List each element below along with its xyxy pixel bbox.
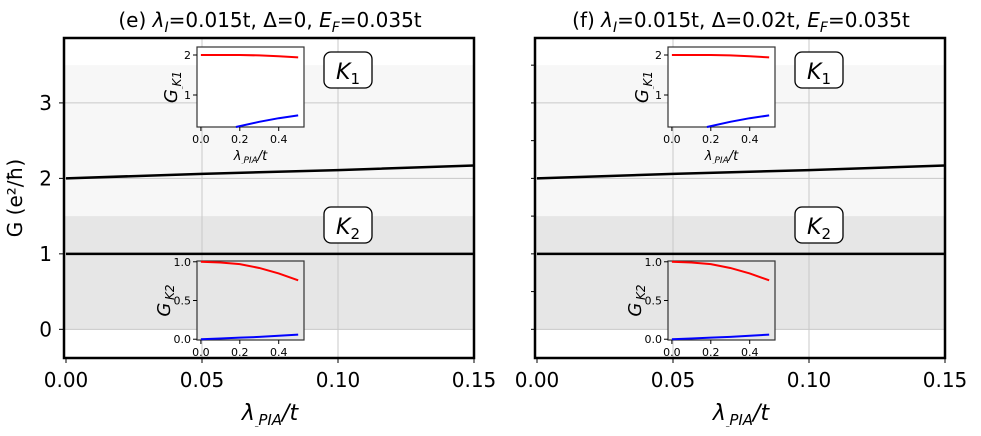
inset-x-tick-label: 0.2 bbox=[231, 133, 249, 146]
axes-frame bbox=[62, 36, 476, 360]
y-tick-label: 3 bbox=[39, 91, 52, 115]
inset-y-label: G_K1 bbox=[161, 71, 184, 103]
y-tick-label: 2 bbox=[39, 166, 52, 190]
inset-y-tick-label: 1.0 bbox=[645, 256, 663, 269]
series-line-k1-k2 bbox=[536, 164, 946, 180]
inset-y-tick-label: 0.5 bbox=[645, 295, 663, 308]
valley-label-k2: K2 bbox=[807, 215, 831, 243]
axes-frame bbox=[533, 36, 947, 360]
inset-1: 0.0 0.2 0.4 1 2G_K1 λ_PIA/t bbox=[161, 46, 305, 166]
inset-y-tick-label: 0.5 bbox=[174, 295, 192, 308]
y-tick-label: 0 bbox=[39, 317, 52, 341]
inset-y-tick-label: 1 bbox=[655, 89, 662, 102]
x-tick-label: 0.00 bbox=[515, 368, 560, 392]
panel-title: (f) λI=0.015t, Δ=0.02t, EF=0.035t bbox=[572, 8, 910, 36]
inset-frame bbox=[667, 46, 776, 128]
valley-label-box-k2 bbox=[794, 206, 844, 244]
inset-y-label: G_K2 bbox=[154, 284, 177, 316]
inset-y-tick-label: 1.0 bbox=[174, 256, 192, 269]
x-tick-label: 0.05 bbox=[651, 368, 696, 392]
x-tick-label: 0.00 bbox=[44, 368, 89, 392]
inset-x-tick-label: 0.0 bbox=[192, 346, 210, 359]
inset-y-tick-label: 2 bbox=[184, 49, 191, 62]
panel-title: (e) λI=0.015t, Δ=0, EF=0.035t bbox=[118, 8, 421, 36]
inset-2: 0.0 0.2 0.4 0.0 0.5 1.0 G_K2 bbox=[154, 256, 305, 359]
inset-frame bbox=[196, 46, 305, 128]
x-tick-label: 0.05 bbox=[180, 368, 225, 392]
x-tick-label: 0.10 bbox=[316, 368, 361, 392]
inset-line-blue bbox=[200, 333, 299, 341]
inset-frame bbox=[667, 260, 776, 341]
x-tick-label: 0.10 bbox=[787, 368, 832, 392]
valley-label-box-k1 bbox=[794, 51, 844, 89]
inset-x-tick-label: 0.4 bbox=[270, 133, 288, 146]
inset-line-red bbox=[200, 54, 299, 59]
panel-f: 0.00 0.05 0.10 0.15 (f) λI=0.015t, Δ=0.02t, … bbox=[515, 8, 968, 429]
inset-x-label: λ_PIA/t bbox=[704, 149, 739, 166]
x-axis-label: λ_PIA/t bbox=[241, 401, 300, 429]
inset-2: 0.0 0.2 0.4 0.0 0.5 1.0 G_K2 bbox=[625, 256, 776, 359]
inset-x-tick-label: 0.0 bbox=[663, 346, 681, 359]
inset-x-label: λ_PIA/t bbox=[233, 149, 268, 166]
inset-line-blue bbox=[235, 114, 299, 128]
x-axis-label: λ_PIA/t bbox=[712, 401, 771, 429]
inset-y-tick-label: 2 bbox=[655, 49, 662, 62]
inset-x-tick-label: 0.2 bbox=[702, 133, 720, 146]
inset-x-tick-label: 0.4 bbox=[270, 346, 288, 359]
inset-x-tick-label: 0.0 bbox=[192, 133, 210, 146]
valley-label-k1: K1 bbox=[336, 60, 360, 88]
valley-label-box-k1 bbox=[323, 51, 373, 89]
inset-y-tick-label: 0.0 bbox=[174, 333, 192, 346]
inset-line-red bbox=[671, 54, 770, 59]
inset-x-tick-label: 0.4 bbox=[741, 133, 759, 146]
inset-line-blue bbox=[706, 114, 770, 128]
y-axis-label: G (e²/ħ) bbox=[3, 159, 27, 237]
valley-label-k2: K2 bbox=[336, 215, 360, 243]
x-tick-label: 0.15 bbox=[452, 368, 497, 392]
inset-y-label: G_K2 bbox=[625, 284, 648, 316]
inset-line-blue bbox=[671, 333, 770, 341]
y-tick-label: 1 bbox=[39, 242, 52, 266]
inset-x-tick-label: 0.2 bbox=[231, 346, 249, 359]
inset-y-label: G_K1 bbox=[632, 71, 655, 103]
inset-frame bbox=[196, 260, 305, 341]
series-line-k1-k2 bbox=[65, 164, 475, 180]
inset-line-red bbox=[200, 260, 299, 282]
inset-x-tick-label: 0.0 bbox=[663, 133, 681, 146]
inset-line-red bbox=[671, 260, 770, 282]
inset-x-tick-label: 0.2 bbox=[702, 346, 720, 359]
inset-y-tick-label: 0.0 bbox=[645, 333, 663, 346]
inset-1: 0.0 0.2 0.4 1 2G_K1 λ_PIA/t bbox=[632, 46, 776, 166]
inset-y-tick-label: 1 bbox=[184, 89, 191, 102]
valley-label-box-k2 bbox=[323, 206, 373, 244]
valley-label-k1: K1 bbox=[807, 60, 831, 88]
x-tick-label: 0.15 bbox=[923, 368, 968, 392]
panel-e: 0.00 0.05 0.10 0.15 0 1 2 3 (e) λI=0.015t, Δ=0, … bbox=[3, 8, 496, 429]
inset-x-tick-label: 0.4 bbox=[741, 346, 759, 359]
